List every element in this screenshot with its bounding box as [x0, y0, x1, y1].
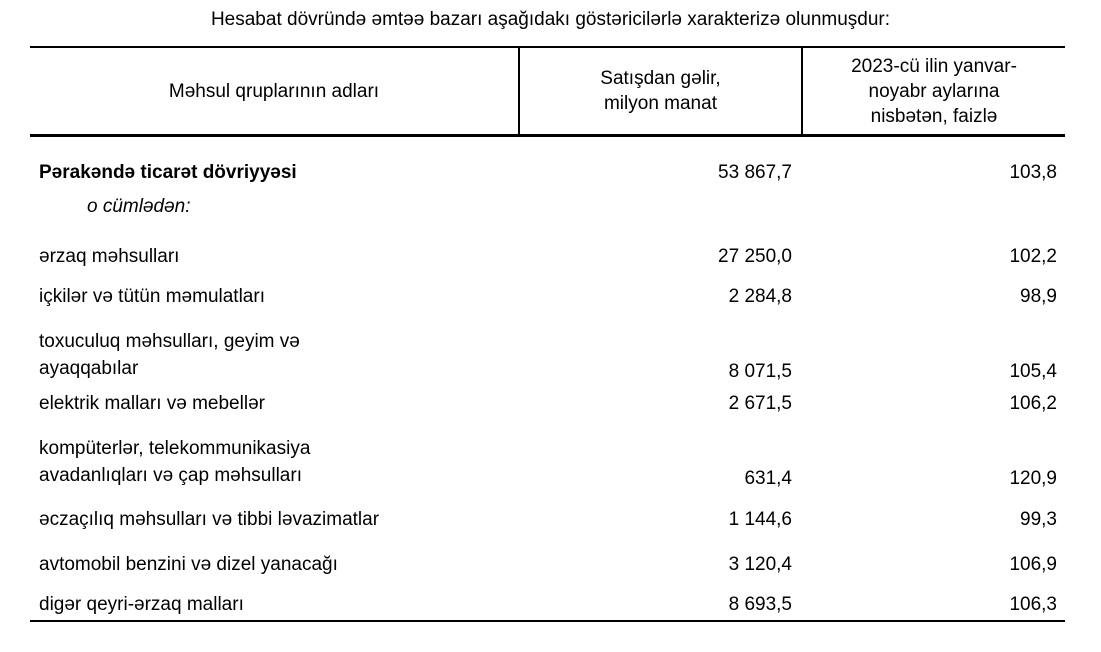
- header-sales-revenue: Satışdan gəlir, milyon manat: [518, 48, 803, 134]
- row-percent: 106,3: [1009, 594, 1057, 615]
- row-percent: 98,9: [1020, 286, 1057, 307]
- table-row-total: Pərakəndə ticarət dövriyyəsi 53 867,7 10…: [30, 163, 1065, 183]
- row-label: elektrik malları və mebellər: [39, 393, 265, 414]
- row-revenue: 2 671,5: [728, 393, 792, 414]
- row-revenue: 2 284,8: [728, 286, 792, 307]
- row-percent: 105,4: [1009, 361, 1057, 382]
- table-row-petrol-diesel: avtomobil benzini və dizel yanacağı 3 12…: [30, 555, 1065, 575]
- row-label: avtomobil benzini və dizel yanacağı: [39, 554, 338, 575]
- page-title: Hesabat dövründə əmtəə bazarı aşağıdakı …: [210, 9, 891, 30]
- row-label: o cümlədən:: [87, 196, 191, 217]
- table-body: Pərakəndə ticarət dövriyyəsi 53 867,7 10…: [30, 163, 1065, 622]
- table-row-computers-telecom-print: kompüterlər, telekommunikasiya avadanlıq…: [30, 435, 1065, 489]
- row-revenue: 53 867,7: [718, 162, 792, 183]
- row-revenue: 8 693,5: [728, 594, 792, 615]
- row-label: Pərakəndə ticarət dövriyyəsi: [39, 162, 297, 183]
- row-revenue: 8 071,5: [728, 361, 792, 382]
- row-revenue: 27 250,0: [718, 246, 792, 267]
- row-revenue: 631,4: [744, 468, 792, 489]
- row-percent: 99,3: [1020, 509, 1057, 530]
- row-percent: 106,2: [1009, 393, 1057, 414]
- table-row-beverages-tobacco: içkilər və tütün məmulatları 2 284,8 98,…: [30, 287, 1065, 307]
- row-label: digər qeyri-ərzaq malları: [39, 594, 244, 615]
- row-revenue: 1 144,6: [728, 509, 792, 530]
- row-revenue: 3 120,4: [728, 554, 792, 575]
- row-percent: 103,8: [1009, 162, 1057, 183]
- table-row-electronics-furniture: elektrik malları və mebellər 2 671,5 106…: [30, 394, 1065, 414]
- table-row-sublabel: o cümlədən:: [30, 197, 1065, 217]
- row-percent: 106,9: [1009, 554, 1057, 575]
- table-header-row: Məhsul qruplarının adları Satışdan gəlir…: [30, 46, 1065, 137]
- row-percent: 120,9: [1009, 468, 1057, 489]
- table-row-pharmacy-medical: əczaçılıq məhsulları və tibbi ləvazimatl…: [30, 510, 1065, 530]
- header-percent-vs-2023: 2023-cü ilin yanvar- noyabr aylarına nis…: [851, 55, 1017, 127]
- table-row-textiles-clothing-footwear: toxuculuq məhsulları, geyim və ayaqqabıl…: [30, 328, 1065, 382]
- commodity-market-table: Məhsul qruplarının adları Satışdan gəlir…: [30, 46, 1065, 622]
- row-label: içkilər və tütün məmulatları: [39, 286, 265, 307]
- table-row-other-nonfood: digər qeyri-ərzaq malları 8 693,5 106,3: [30, 595, 1065, 615]
- row-label: kompüterlər, telekommunikasiya avadanlıq…: [39, 438, 311, 486]
- row-percent: 102,2: [1009, 246, 1057, 267]
- row-label: əczaçılıq məhsulları və tibbi ləvazimatl…: [39, 509, 380, 530]
- header-product-groups: Məhsul qruplarının adları: [168, 80, 380, 102]
- table-row-food: ərzaq məhsulları 27 250,0 102,2: [30, 247, 1065, 267]
- row-label: ərzaq məhsulları: [39, 246, 180, 267]
- row-label: toxuculuq məhsulları, geyim və ayaqqabıl…: [39, 331, 300, 379]
